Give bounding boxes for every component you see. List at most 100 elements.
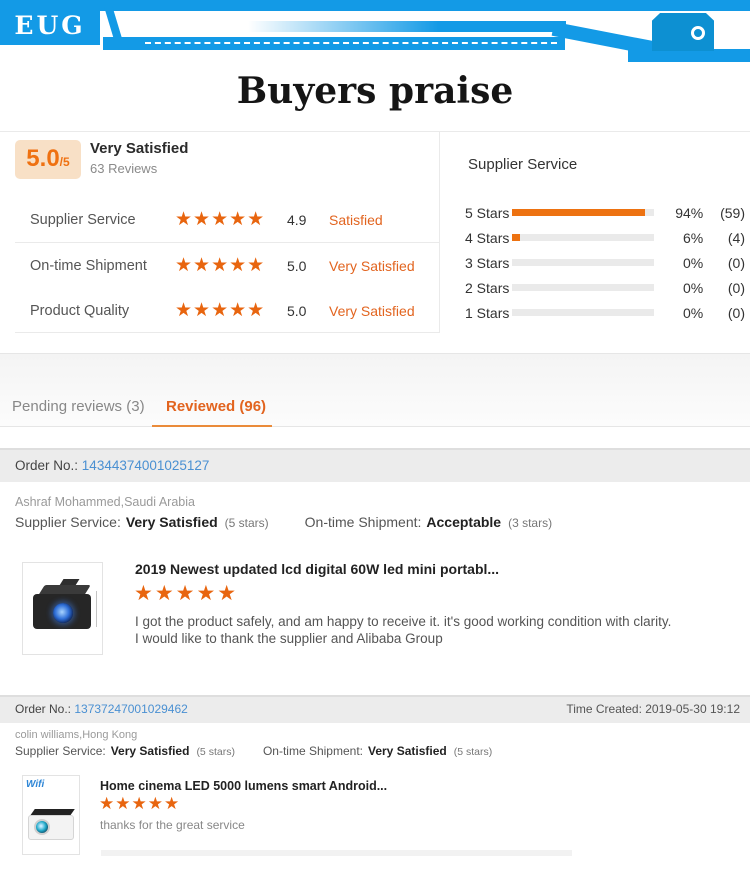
breakdown-bar-track <box>511 209 654 216</box>
score-suffix: /5 <box>59 155 70 169</box>
order-no-link[interactable]: 14344374001025127 <box>81 458 210 473</box>
metric-row-product-quality: Product Quality ★★★★★ 5.0 Very Satisfied <box>15 288 440 333</box>
shipment-label: On-time Shipment: <box>304 514 422 530</box>
tab-bar: Pending reviews (3) Reviewed (96) <box>0 353 750 427</box>
shipment-rating: On-time Shipment: Very Satisfied (5 stars) <box>263 744 492 758</box>
header-top-stripe <box>0 0 750 11</box>
breakdown-count: (0) <box>727 254 745 271</box>
metric-row-on-time-shipment: On-time Shipment ★★★★★ 5.0 Very Satisfie… <box>15 243 440 288</box>
metric-score: 4.9 <box>287 211 307 228</box>
order-header-row: Order No.: 13737247001029462 Time Create… <box>0 695 750 723</box>
product-thumbnail[interactable] <box>22 562 103 655</box>
star-rating-icons: ★★★★★ <box>175 255 266 276</box>
metric-label: On-time Shipment <box>30 257 147 274</box>
breakdown-bar-track <box>511 284 654 291</box>
dashed-line-decoration <box>145 42 557 44</box>
reviewer-name-location: colin williams,Hong Kong <box>15 729 138 741</box>
metric-score: 5.0 <box>287 302 307 319</box>
shipment-value: Very Satisfied <box>368 744 447 758</box>
order-no-link[interactable]: 13737247001029462 <box>74 702 188 716</box>
brand-logo: EUG <box>0 6 100 45</box>
review-star-rating: ★★★★★ <box>134 582 239 605</box>
order-header-row: Order No.: 14344374001025127 <box>0 448 750 482</box>
breakdown-bar-fill <box>511 234 521 241</box>
breakdown-label: 5 Stars <box>465 204 510 221</box>
breakdown-percent: 0% <box>682 279 704 296</box>
overall-verdict: Very Satisfied <box>90 140 189 157</box>
breakdown-bar-fill <box>511 209 646 216</box>
metric-label: Product Quality <box>30 302 130 319</box>
review-ratings-meta: Supplier Service: Very Satisfied (5 stars)… <box>15 514 552 530</box>
order-no-group: Order No.: 13737247001029462 <box>15 697 188 723</box>
breakdown-row-5-stars: 5 Stars 94% (59) <box>465 204 745 221</box>
breakdown-row-3-stars: 3 Stars 0% (0) <box>465 254 745 271</box>
metrics-table: Supplier Service ★★★★★ 4.9 Satisfied On-… <box>15 197 440 333</box>
shipment-label: On-time Shipment: <box>262 744 363 758</box>
overall-score: 5.0 <box>26 145 60 172</box>
breakdown-count: (0) <box>727 304 745 321</box>
review-ratings-meta: Supplier Service: Very Satisfied (5 stars)… <box>15 744 492 758</box>
ratings-section-divider <box>0 131 750 132</box>
supplier-service-value: Very Satisfied <box>110 744 190 758</box>
shipment-rating: On-time Shipment: Acceptable (3 stars) <box>305 514 552 530</box>
breakdown-percent: 0% <box>682 254 704 271</box>
star-breakdown-panel: 5 Stars 94% (59) 4 Stars 6% (4) 3 Stars … <box>465 204 745 321</box>
breakdown-percent: 6% <box>682 229 704 246</box>
breakdown-bar-track <box>511 234 654 241</box>
breakdown-percent: 94% <box>675 204 704 221</box>
bottom-divider <box>101 850 572 856</box>
supplier-service-rating: Supplier Service: Very Satisfied (5 stars) <box>15 744 235 758</box>
metric-status: Very Satisfied <box>329 257 415 274</box>
review-comment: I got the product safely, and am happy t… <box>135 613 671 647</box>
breakdown-count: (4) <box>727 229 745 246</box>
reviews-count: 63 Reviews <box>90 161 158 176</box>
projector-art-lens <box>53 603 73 623</box>
header-gradient-bar <box>248 21 566 32</box>
product-title-link[interactable]: 2019 Newest updated lcd digital 60W led … <box>135 561 500 577</box>
wifi-logo: Wifi <box>26 779 45 790</box>
shipment-stars: (5 stars) <box>453 746 493 758</box>
metric-label: Supplier Service <box>30 211 136 228</box>
breakdown-count: (59) <box>720 204 745 221</box>
breakdown-label: 1 Stars <box>465 304 510 321</box>
review-star-rating: ★★★★★ <box>99 794 181 813</box>
projector-lens-icon <box>691 26 705 40</box>
shipment-value: Acceptable <box>426 514 502 530</box>
breakdown-count: (0) <box>727 279 745 296</box>
breakdown-bar-track <box>511 309 654 316</box>
supplier-service-stars: (5 stars) <box>224 516 269 530</box>
supplier-service-stars: (5 stars) <box>196 746 235 758</box>
metric-row-supplier-service: Supplier Service ★★★★★ 4.9 Satisfied <box>15 197 440 243</box>
tab-pending-reviews[interactable]: Pending reviews (3) <box>12 398 145 415</box>
time-created: Time Created: 2019-05-30 19:12 <box>566 702 740 716</box>
review-comment-line: I would like to thank the supplier and A… <box>135 631 443 646</box>
star-rating-icons: ★★★★★ <box>175 300 266 321</box>
supplier-service-label: Supplier Service: <box>15 514 121 530</box>
tab-reviewed[interactable]: Reviewed (96) <box>166 398 267 415</box>
review-comment: thanks for the great service <box>100 818 245 832</box>
active-tab-underline <box>152 425 272 427</box>
product-title-link[interactable]: Home cinema LED 5000 lumens smart Androi… <box>100 779 388 793</box>
breakdown-bar-track <box>511 259 654 266</box>
header-right-band <box>628 49 750 62</box>
shipment-stars: (3 stars) <box>508 516 553 530</box>
supplier-service-rating: Supplier Service: Very Satisfied (5 stars) <box>15 514 269 530</box>
metric-score: 5.0 <box>287 257 307 274</box>
breakdown-label: 3 Stars <box>465 254 510 271</box>
breakdown-percent: 0% <box>682 304 704 321</box>
projector-icon <box>652 13 714 51</box>
header-dashed-band <box>103 37 565 50</box>
ratings-summary-panel: 5.0/5 Very Satisfied 63 Reviews Supplier… <box>15 131 440 333</box>
breakdown-title: Supplier Service <box>468 156 578 173</box>
metric-status: Satisfied <box>329 211 383 228</box>
supplier-service-label: Supplier Service: <box>15 744 106 758</box>
product-thumbnail[interactable]: Wifi <box>22 775 80 855</box>
order-no-label: Order No.: <box>15 458 79 473</box>
star-rating-icons: ★★★★★ <box>175 209 266 230</box>
breakdown-row-2-stars: 2 Stars 0% (0) <box>465 279 745 296</box>
projector-art-body <box>28 815 74 840</box>
page-title: Buyers praise <box>236 70 514 112</box>
projector-art-dimension-line <box>96 591 97 627</box>
order-no-label: Order No.: <box>15 702 72 716</box>
